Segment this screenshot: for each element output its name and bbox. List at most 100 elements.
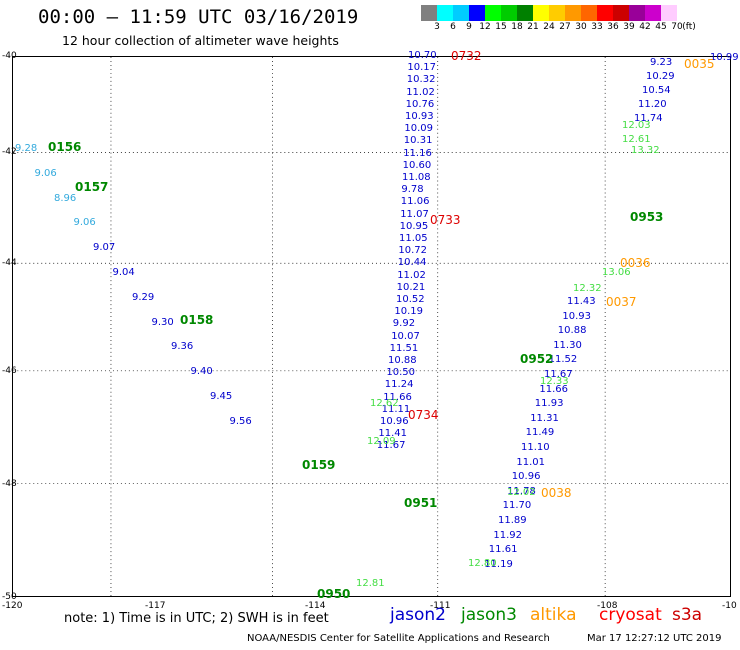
scale-swatch: [549, 5, 565, 21]
track-value-label: 10.19: [394, 306, 424, 318]
track-value-label: 11.02: [406, 86, 435, 98]
scale-swatch: [533, 5, 549, 21]
scale-swatch: [469, 5, 485, 21]
track-value-label: 9.92: [392, 318, 416, 330]
track-value-label: 11.19: [484, 558, 513, 570]
track-value-label: 12.61: [622, 134, 651, 145]
scale-label: 6: [450, 22, 456, 32]
track-value-label: 10.96: [380, 416, 409, 427]
track-value-label: 10.70: [408, 50, 437, 61]
track-value-label: 12.03: [622, 120, 651, 131]
track-value-label: 10.88: [388, 355, 417, 366]
track-value-label: 0950: [317, 587, 351, 601]
lat-tick-label: -44: [2, 258, 17, 268]
track-value-label: 11.31: [530, 412, 559, 424]
track-value-label: 11.20: [638, 99, 667, 110]
track-value-label: 9.23: [650, 57, 673, 68]
scale-label: 21: [527, 22, 539, 32]
track-value-label: 9.78: [401, 184, 424, 196]
track-value-label: 10.96: [511, 471, 541, 483]
track-value-label: 10.32: [406, 74, 436, 86]
scale-swatch: [613, 5, 629, 21]
track-value-label: 11.66: [383, 391, 412, 403]
track-value-label: 11.70: [502, 500, 532, 512]
track-value-label: 10.21: [396, 281, 426, 293]
generation-timestamp: Mar 17 12:27:12 UTC 2019: [587, 633, 722, 644]
credit-line: NOAA/NESDIS Center for Satellite Applica…: [247, 633, 550, 644]
scale-swatch: [501, 5, 517, 21]
scale-label: 39: [623, 22, 635, 32]
legend-item-altika: altika: [530, 605, 577, 625]
track-value-label: 11.16: [403, 147, 432, 159]
track-value-label: 0952: [520, 352, 554, 366]
track-value-label: 11.02: [397, 269, 426, 281]
track-value-label: 9.45: [210, 391, 233, 402]
track-value-label: 11.01: [516, 456, 546, 468]
lon-tick-label: -120: [2, 601, 23, 611]
scale-label: 70: [671, 22, 683, 32]
page-subtitle: 12 hour collection of altimeter wave hei…: [62, 33, 339, 48]
track-value-label: 10.29: [646, 71, 675, 82]
scale-label: 30: [575, 22, 587, 32]
track-value-label: 0156: [48, 140, 82, 154]
legend-item-cryosat: cryosat: [599, 605, 662, 625]
scale-label: 12: [479, 22, 491, 32]
map-plot: [12, 56, 731, 597]
track-value-label: 11.10: [521, 442, 550, 453]
scale-swatch: [517, 5, 533, 21]
scale-label: 18: [511, 22, 523, 32]
track-value-label: 12.02: [507, 487, 536, 498]
track-value-label: 11.05: [399, 233, 428, 244]
track-value-label: 9.36: [171, 341, 194, 353]
track-value-label: 9.30: [151, 316, 174, 328]
track-value-label: 10.60: [402, 159, 432, 171]
track-value-label: 12.62: [370, 398, 399, 409]
scale-label: 33: [591, 22, 603, 32]
color-scale: [421, 5, 677, 21]
track-value-label: 11.11: [381, 403, 411, 415]
track-value-label: 11.78: [507, 485, 536, 497]
track-value-label: 10.72: [398, 245, 428, 257]
lat-tick-label: -42: [2, 147, 17, 157]
track-value-label: 10.88: [557, 325, 587, 337]
track-value-label: 11.61: [488, 544, 518, 556]
track-value-label: 10.99: [710, 52, 739, 63]
scale-label: 24: [543, 22, 555, 32]
track-value-label: 0732: [451, 49, 482, 63]
scale-swatch: [597, 5, 613, 21]
lon-tick-label: -114: [305, 601, 326, 611]
scale-label: 27: [559, 22, 571, 32]
track-value-label: 0157: [75, 180, 109, 194]
track-value-label: 11.89: [498, 515, 527, 526]
scale-swatch: [629, 5, 645, 21]
track-value-label: 10.76: [405, 98, 435, 110]
lat-tick-label: -48: [2, 479, 17, 489]
track-value-label: 10.54: [642, 85, 671, 96]
track-value-label: 9.06: [34, 167, 57, 179]
legend-item-s3a: s3a: [672, 605, 703, 625]
track-value-label: 0734: [408, 408, 439, 422]
scale-label: 15: [495, 22, 507, 32]
track-value-label: 0035: [684, 57, 715, 71]
track-value-label: 13.32: [631, 145, 660, 156]
track-value-label: 11.30: [553, 339, 582, 351]
track-value-label: 11.74: [634, 113, 663, 124]
scale-label: 42: [639, 22, 651, 32]
lat-tick-label: -46: [2, 366, 17, 376]
scale-label: 9: [466, 22, 472, 32]
track-value-label: 10.95: [399, 220, 429, 232]
track-value-label: 0037: [606, 295, 637, 309]
track-value-label: 11.67: [376, 440, 406, 452]
track-value-label: 0733: [430, 213, 461, 227]
track-value-label: 9.56: [229, 415, 252, 427]
scale-label: 3: [434, 22, 440, 32]
track-value-label: 11.41: [378, 428, 408, 440]
scale-swatch: [421, 5, 437, 21]
scale-swatch: [437, 5, 453, 21]
track-value-label: 10.07: [391, 330, 420, 342]
track-value-label: 11.52: [548, 354, 578, 366]
scale-swatch: [565, 5, 581, 21]
track-value-label: 11.93: [534, 398, 564, 410]
track-value-label: 10.44: [397, 257, 427, 269]
track-value-label: 10.17: [407, 62, 437, 74]
